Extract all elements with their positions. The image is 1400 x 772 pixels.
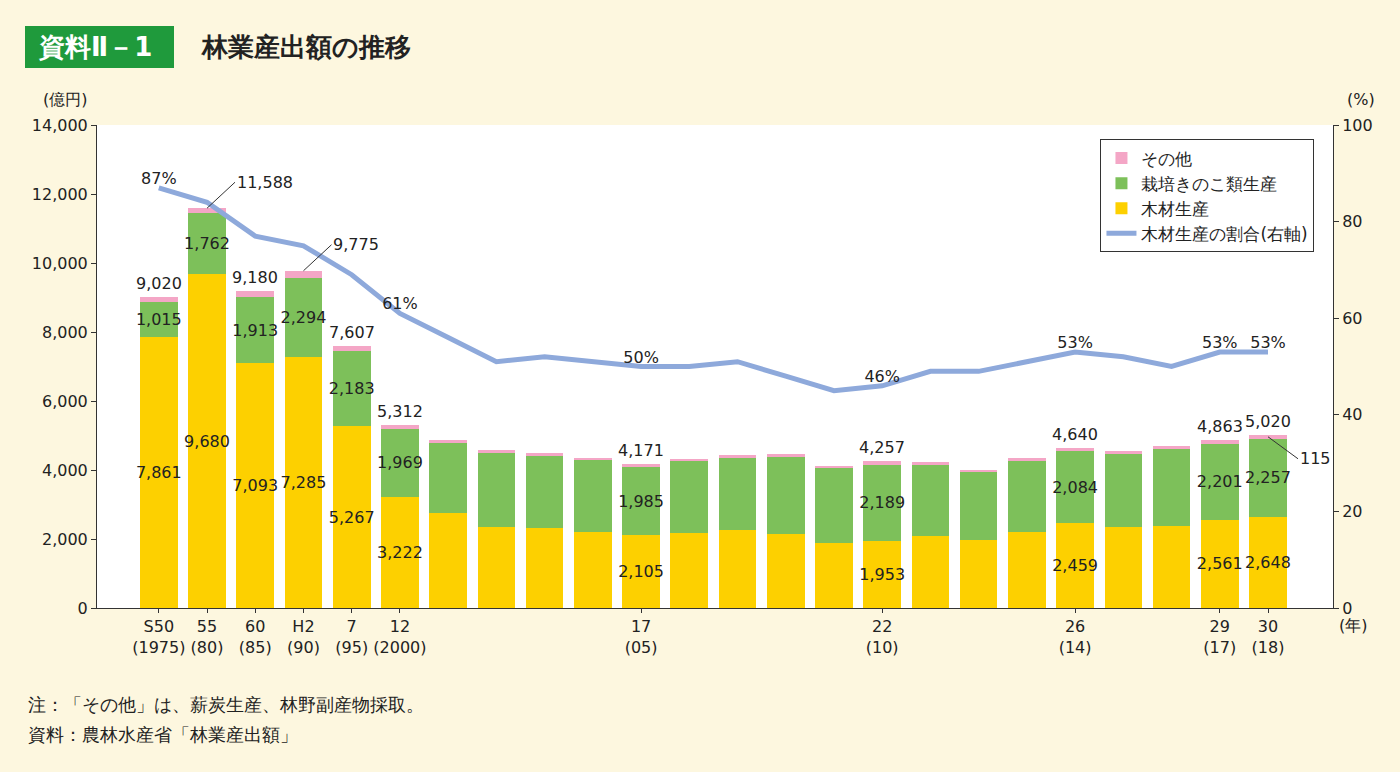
svg-text:4,863: 4,863 <box>1197 417 1243 436</box>
svg-text:7,607: 7,607 <box>329 323 375 342</box>
svg-text:7,861: 7,861 <box>136 463 182 482</box>
svg-text:1,969: 1,969 <box>377 453 423 472</box>
svg-text:木材生産の割合(右軸): 木材生産の割合(右軸) <box>1141 224 1307 244</box>
svg-text:60(85): 60(85) <box>239 617 272 657</box>
svg-text:9,775: 9,775 <box>333 235 379 254</box>
svg-text:栽培きのこ類生産: 栽培きのこ類生産 <box>1141 174 1277 194</box>
svg-text:2,257: 2,257 <box>1245 468 1291 487</box>
svg-text:H2(90): H2(90) <box>287 617 320 657</box>
svg-text:1,913: 1,913 <box>232 321 278 340</box>
svg-text:115: 115 <box>1300 449 1331 468</box>
svg-text:5,020: 5,020 <box>1245 412 1291 431</box>
svg-text:9,680: 9,680 <box>184 432 230 451</box>
svg-text:50%: 50% <box>623 348 659 367</box>
svg-text:(年): (年) <box>1339 616 1367 635</box>
svg-text:11,588: 11,588 <box>237 173 293 192</box>
svg-text:46%: 46% <box>864 367 900 386</box>
svg-text:60: 60 <box>1342 309 1362 328</box>
svg-text:1,985: 1,985 <box>618 492 664 511</box>
svg-text:22(10): 22(10) <box>866 617 899 657</box>
svg-text:14,000: 14,000 <box>32 116 88 135</box>
svg-text:3,222: 3,222 <box>377 543 423 562</box>
svg-text:8,000: 8,000 <box>42 323 88 342</box>
svg-text:木材生産: 木材生産 <box>1141 199 1209 219</box>
svg-text:53%: 53% <box>1202 333 1238 352</box>
svg-text:9,180: 9,180 <box>232 268 278 287</box>
svg-text:2,000: 2,000 <box>42 530 88 549</box>
svg-text:4,640: 4,640 <box>1052 425 1098 444</box>
svg-text:20: 20 <box>1342 502 1362 521</box>
svg-text:87%: 87% <box>141 169 177 188</box>
svg-text:2,084: 2,084 <box>1052 478 1098 497</box>
svg-text:1,015: 1,015 <box>136 310 182 329</box>
svg-text:2,294: 2,294 <box>281 308 327 327</box>
svg-text:4,000: 4,000 <box>42 461 88 480</box>
svg-text:2,105: 2,105 <box>618 562 664 581</box>
svg-text:26(14): 26(14) <box>1059 617 1092 657</box>
svg-text:5,312: 5,312 <box>377 402 423 421</box>
svg-text:30(18): 30(18) <box>1252 617 1285 657</box>
svg-text:61%: 61% <box>382 294 418 313</box>
svg-text:53%: 53% <box>1057 333 1093 352</box>
html-text:注：「その他」は、薪炭生産、林野副産物採取。: 注：「その他」は、薪炭生産、林野副産物採取。 <box>28 694 424 715</box>
svg-text:17(05): 17(05) <box>625 617 658 657</box>
svg-text:(億円): (億円) <box>43 90 87 109</box>
svg-text:7,093: 7,093 <box>232 476 278 495</box>
svg-text:12(2000): 12(2000) <box>373 617 426 657</box>
svg-text:12,000: 12,000 <box>32 185 88 204</box>
svg-text:80: 80 <box>1342 212 1362 231</box>
svg-text:1,762: 1,762 <box>184 234 230 253</box>
svg-text:(%): (%) <box>1347 90 1375 109</box>
svg-text:7(95): 7(95) <box>335 617 368 657</box>
svg-text:6,000: 6,000 <box>42 392 88 411</box>
svg-text:29(17): 29(17) <box>1203 617 1236 657</box>
html-text:林業産出額の推移: 林業産出額の推移 <box>202 31 412 62</box>
svg-text:1,953: 1,953 <box>859 565 905 584</box>
svg-text:0: 0 <box>78 599 88 618</box>
svg-text:2,648: 2,648 <box>1245 553 1291 572</box>
svg-text:2,201: 2,201 <box>1197 472 1243 491</box>
html-text:資料：農林水産省「林業産出額」: 資料：農林水産省「林業産出額」 <box>28 724 298 745</box>
svg-text:53%: 53% <box>1250 333 1286 352</box>
svg-text:55(80): 55(80) <box>191 617 224 657</box>
svg-text:その他: その他 <box>1141 149 1192 169</box>
svg-text:9,020: 9,020 <box>136 274 182 293</box>
svg-text:2,189: 2,189 <box>859 493 905 512</box>
svg-text:S50(1975): S50(1975) <box>132 617 185 657</box>
svg-text:2,459: 2,459 <box>1052 556 1098 575</box>
svg-text:100: 100 <box>1342 116 1373 135</box>
svg-text:4,257: 4,257 <box>859 438 905 457</box>
svg-text:2,183: 2,183 <box>329 379 375 398</box>
svg-text:7,285: 7,285 <box>281 473 327 492</box>
svg-text:0: 0 <box>1342 599 1352 618</box>
svg-text:40: 40 <box>1342 405 1362 424</box>
svg-text:10,000: 10,000 <box>32 254 88 273</box>
svg-text:2,561: 2,561 <box>1197 554 1243 573</box>
svg-text:5,267: 5,267 <box>329 508 375 527</box>
svg-text:4,171: 4,171 <box>618 441 664 460</box>
html-text:資料Ⅱ－1: 資料Ⅱ－1 <box>39 32 153 62</box>
